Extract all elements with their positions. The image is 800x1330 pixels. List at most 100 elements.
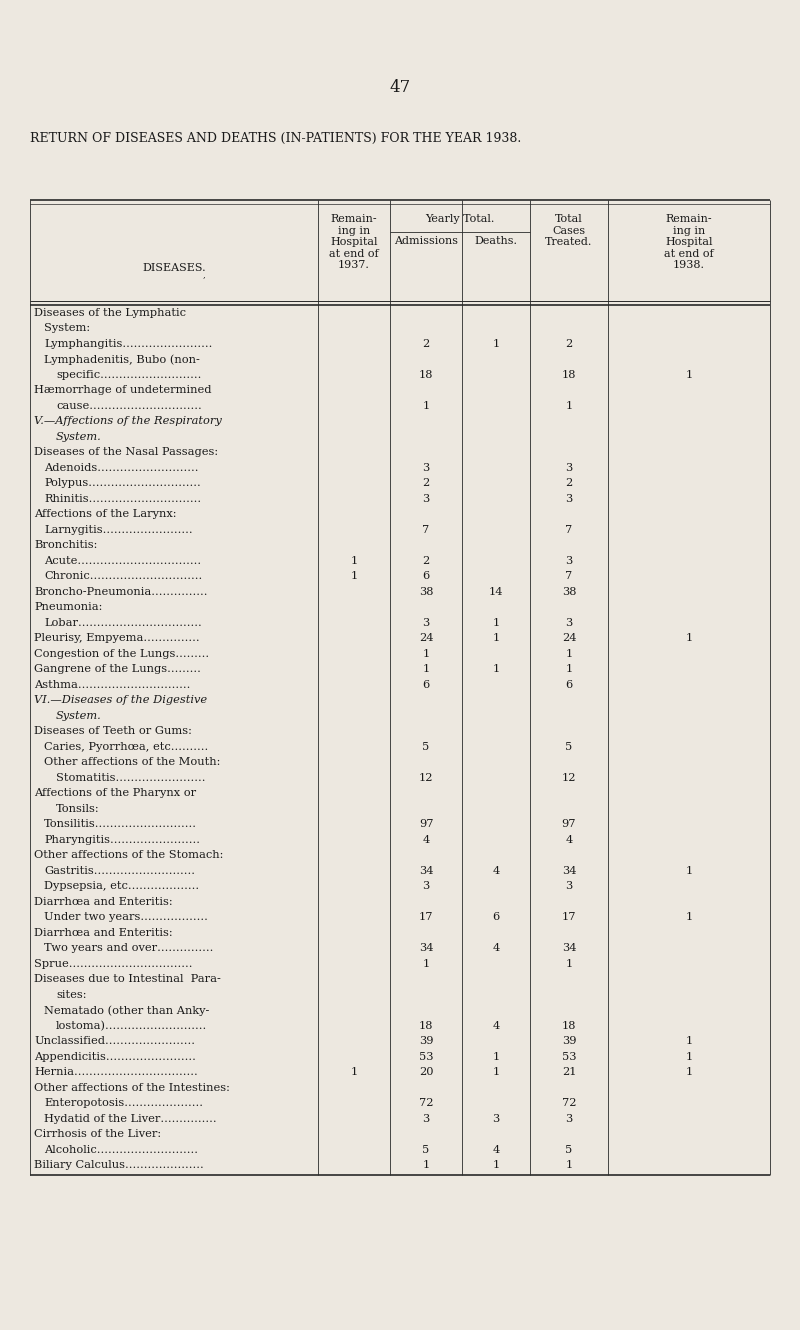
Text: VI.—Diseases of the Digestive: VI.—Diseases of the Digestive	[34, 696, 207, 705]
Text: 1: 1	[492, 633, 500, 644]
Text: Asthma…………………………: Asthma…………………………	[34, 680, 190, 690]
Text: 1: 1	[492, 617, 500, 628]
Text: Alcoholic………………………: Alcoholic………………………	[44, 1145, 198, 1154]
Text: 2: 2	[422, 556, 430, 565]
Text: 4: 4	[492, 1020, 500, 1031]
Text: Hæmorrhage of undetermined: Hæmorrhage of undetermined	[34, 386, 211, 395]
Text: Broncho-Pneumonia……………: Broncho-Pneumonia……………	[34, 587, 207, 597]
Text: Rhinitis…………………………: Rhinitis…………………………	[44, 493, 201, 504]
Text: 1: 1	[566, 1160, 573, 1170]
Text: 1: 1	[566, 959, 573, 968]
Text: 5: 5	[566, 1145, 573, 1154]
Text: Dypsepsia, etc.………………: Dypsepsia, etc.………………	[44, 882, 199, 891]
Text: 17: 17	[418, 912, 434, 922]
Text: 2: 2	[566, 479, 573, 488]
Text: 72: 72	[418, 1099, 434, 1108]
Text: 39: 39	[418, 1036, 434, 1047]
Text: 4: 4	[492, 1145, 500, 1154]
Text: 34: 34	[418, 866, 434, 875]
Text: 4: 4	[492, 943, 500, 954]
Text: Stomatitis……………………: Stomatitis……………………	[56, 773, 206, 783]
Text: 4: 4	[422, 835, 430, 845]
Text: 1: 1	[686, 866, 693, 875]
Text: 6: 6	[566, 680, 573, 690]
Text: 1: 1	[422, 649, 430, 658]
Text: Gastritis………………………: Gastritis………………………	[44, 866, 195, 875]
Text: Lymphadenitis, Bubo (non-: Lymphadenitis, Bubo (non-	[44, 354, 200, 364]
Text: 97: 97	[562, 819, 576, 829]
Text: 3: 3	[566, 493, 573, 504]
Text: Affections of the Pharynx or: Affections of the Pharynx or	[34, 789, 196, 798]
Text: Appendicitis……………………: Appendicitis……………………	[34, 1052, 196, 1061]
Text: 4: 4	[566, 835, 573, 845]
Text: Lymphangitis……………………: Lymphangitis……………………	[44, 339, 212, 348]
Text: 1: 1	[686, 370, 693, 380]
Text: Diseases due to Intestinal  Para-: Diseases due to Intestinal Para-	[34, 975, 221, 984]
Text: 3: 3	[566, 1113, 573, 1124]
Text: 1: 1	[492, 664, 500, 674]
Text: Yearly Total.: Yearly Total.	[426, 214, 494, 223]
Text: Acute……………………………: Acute……………………………	[44, 556, 201, 565]
Text: Larnygitis……………………: Larnygitis……………………	[44, 525, 193, 535]
Text: Tonsils:: Tonsils:	[56, 803, 100, 814]
Text: 1: 1	[492, 1160, 500, 1170]
Text: 2: 2	[422, 339, 430, 348]
Text: cause…………………………: cause…………………………	[56, 400, 202, 411]
Text: Other affections of the Intestines:: Other affections of the Intestines:	[34, 1083, 230, 1093]
Text: 3: 3	[566, 882, 573, 891]
Text: 53: 53	[562, 1052, 576, 1061]
Text: 39: 39	[562, 1036, 576, 1047]
Text: 3: 3	[422, 882, 430, 891]
Text: Congestion of the Lungs………: Congestion of the Lungs………	[34, 649, 209, 658]
Text: 53: 53	[418, 1052, 434, 1061]
Text: 47: 47	[390, 80, 410, 97]
Text: Remain-
ing in
Hospital
at end of
1938.: Remain- ing in Hospital at end of 1938.	[664, 214, 714, 270]
Text: Adenoids………………………: Adenoids………………………	[44, 463, 198, 472]
Text: 1: 1	[350, 572, 358, 581]
Text: System.: System.	[56, 710, 102, 721]
Text: Total
Cases
Treated.: Total Cases Treated.	[546, 214, 593, 247]
Text: 1: 1	[566, 649, 573, 658]
Text: 38: 38	[418, 587, 434, 597]
Text: Polypus…………………………: Polypus…………………………	[44, 479, 201, 488]
Text: Diarrhœa and Enteritis:: Diarrhœa and Enteritis:	[34, 896, 173, 907]
Text: Unclassified……………………: Unclassified……………………	[34, 1036, 195, 1047]
Text: Affections of the Larynx:: Affections of the Larynx:	[34, 509, 177, 519]
Text: 34: 34	[562, 866, 576, 875]
Text: Diseases of the Nasal Passages:: Diseases of the Nasal Passages:	[34, 447, 218, 458]
Text: 3: 3	[566, 556, 573, 565]
Text: Hydatid of the Liver……………: Hydatid of the Liver……………	[44, 1113, 217, 1124]
Text: sites:: sites:	[56, 990, 86, 1000]
Text: 72: 72	[562, 1099, 576, 1108]
Text: Hernia……………………………: Hernia……………………………	[34, 1067, 198, 1077]
Text: 18: 18	[418, 370, 434, 380]
Text: DISEASES.: DISEASES.	[142, 263, 206, 273]
Text: 1: 1	[422, 400, 430, 411]
Text: 6: 6	[422, 680, 430, 690]
Text: 24: 24	[562, 633, 576, 644]
Text: 2: 2	[566, 339, 573, 348]
Text: 2: 2	[422, 479, 430, 488]
Text: 18: 18	[562, 370, 576, 380]
Text: 1: 1	[350, 556, 358, 565]
Text: 3: 3	[492, 1113, 500, 1124]
Text: 5: 5	[422, 1145, 430, 1154]
Text: 7: 7	[422, 525, 430, 535]
Text: Tonsilitis………………………: Tonsilitis………………………	[44, 819, 197, 829]
Text: Lobar……………………………: Lobar……………………………	[44, 617, 202, 628]
Text: Nematado (other than Anky-: Nematado (other than Anky-	[44, 1005, 210, 1016]
Text: 5: 5	[566, 742, 573, 751]
Text: 12: 12	[562, 773, 576, 783]
Text: 21: 21	[562, 1067, 576, 1077]
Text: 4: 4	[492, 866, 500, 875]
Text: 97: 97	[418, 819, 434, 829]
Text: specific………………………: specific………………………	[56, 370, 202, 380]
Text: Diseases of Teeth or Gums:: Diseases of Teeth or Gums:	[34, 726, 192, 737]
Text: 1: 1	[492, 339, 500, 348]
Text: 1: 1	[686, 1052, 693, 1061]
Text: Sprue……………………………: Sprue……………………………	[34, 959, 193, 968]
Text: 7: 7	[566, 525, 573, 535]
Text: Enteropotosis…………………: Enteropotosis…………………	[44, 1099, 203, 1108]
Text: Other affections of the Stomach:: Other affections of the Stomach:	[34, 850, 223, 861]
Text: Diarrhœa and Enteritis:: Diarrhœa and Enteritis:	[34, 928, 173, 938]
